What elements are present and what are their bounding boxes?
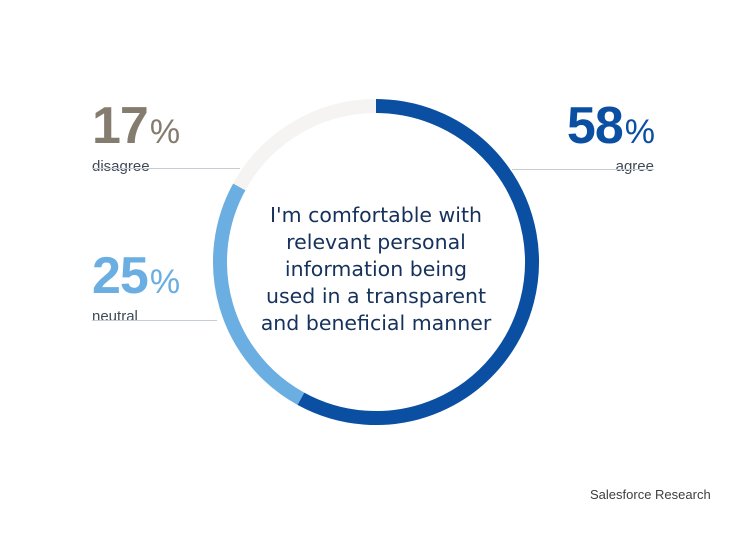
- center-line: information being: [284, 257, 468, 281]
- disagree-stat: 17% disagree: [92, 97, 180, 176]
- slice-agree: [297, 99, 539, 425]
- center-line: relevant personal: [286, 230, 466, 254]
- center-line: used in a transparent: [266, 284, 486, 308]
- disagree-divider: [92, 168, 240, 169]
- neutral-divider: [92, 320, 217, 321]
- center-line: I'm comfortable with: [269, 203, 483, 227]
- center-question: I'm comfortable with relevant personal i…: [236, 202, 516, 337]
- slice-disagree: [233, 99, 377, 191]
- agree-value: 58%: [566, 97, 655, 155]
- neutral-value: 25%: [92, 247, 180, 305]
- neutral-stat: 25% neutral: [92, 247, 180, 326]
- agree-label: agree: [615, 158, 654, 175]
- disagree-value: 17%: [92, 97, 180, 155]
- neutral-label: neutral: [92, 308, 138, 325]
- center-line: and beneficial manner: [260, 311, 492, 335]
- slice-neutral: [213, 183, 305, 405]
- disagree-label: disagree: [92, 158, 150, 175]
- agree-divider: [512, 169, 654, 170]
- source-label: Salesforce Research: [590, 487, 711, 502]
- agree-stat: 58% agree: [560, 97, 655, 176]
